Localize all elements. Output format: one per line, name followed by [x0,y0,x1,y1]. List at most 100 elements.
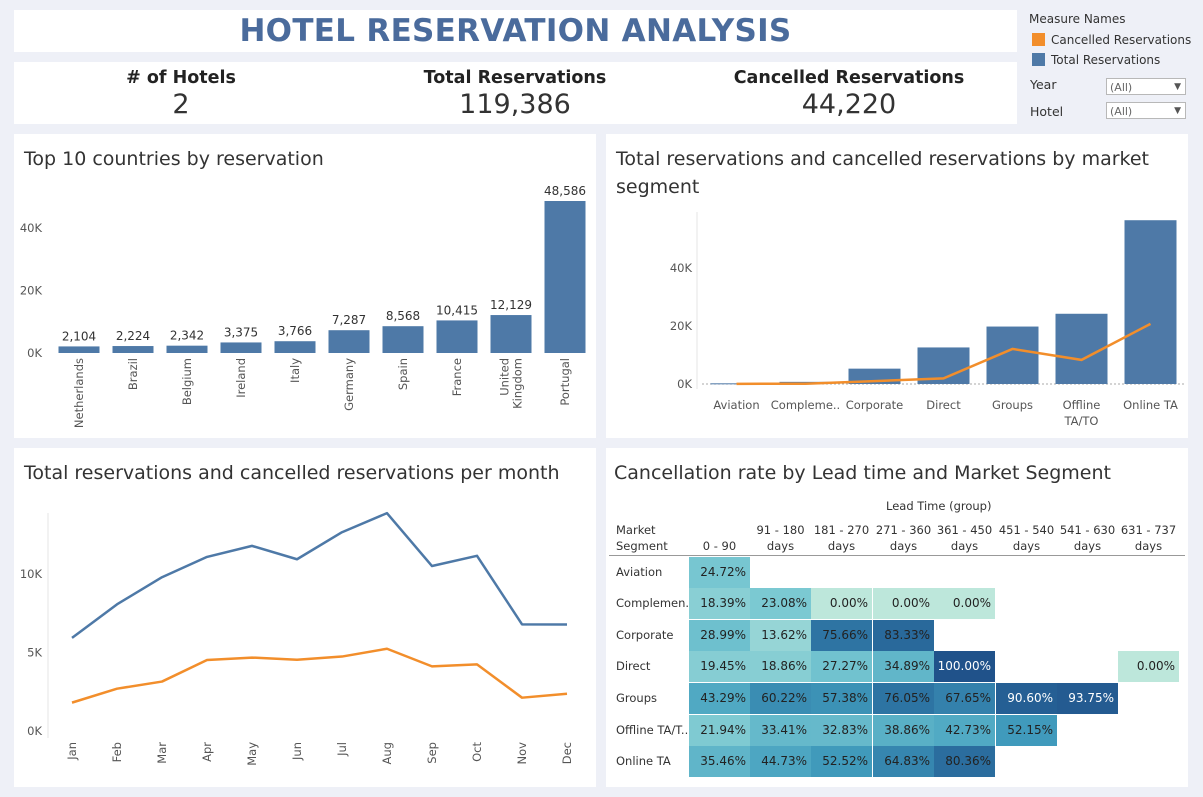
countries-chart-panel: Top 10 countries by reservation 0K 20K 40K… [14,134,596,438]
kpi-value: 119,386 [459,89,571,120]
bar [544,201,586,353]
heatmap-cell: 24.72% [689,557,750,588]
x-tick-label: Germany [342,358,356,411]
chevron-down-icon[interactable]: ▼ [1174,82,1181,92]
legend-and-filters: Measure Names Cancelled Reservations Tot… [1024,8,1194,124]
y-tick-label: 40K [670,261,693,275]
data-label: 3,375 [224,325,258,339]
heatmap-column-header-line: 631 - 737 [1120,523,1177,537]
data-label: 12,129 [490,298,532,312]
heatmap-cell: 90.60% [996,683,1057,714]
heatmap-cell: 27.27% [811,651,872,682]
x-tick-label: Oct [470,742,484,762]
kpi-value: 2 [172,89,190,120]
heatmap-cell: 0.00% [811,588,872,619]
kpi-total-reservations: Total Reservations 119,386 [385,66,645,120]
heatmap-cell: 0.00% [1118,651,1179,682]
bar [58,346,100,353]
x-tick-label: Offline [1063,398,1101,412]
heatmap-cell: 0.00% [934,588,995,619]
x-tick-label: Direct [926,398,961,412]
dashboard-title: HOTEL RESERVATION ANALYSIS [239,13,792,49]
data-label: 2,104 [62,329,96,343]
bar [166,345,208,353]
x-tick-label: Ireland [234,358,248,398]
heatmap-row-label: Direct [616,659,651,673]
heatmap-row-label: Corporate [616,628,674,642]
x-tick-label: Online TA [1123,398,1178,412]
legend-label: Cancelled Reservations [1051,33,1192,47]
y-tick-label: 10K [20,567,43,581]
legend-swatch-orange [1032,33,1045,46]
heatmap-column-header-line: 91 - 180 [756,523,805,537]
x-tick-label: Spain [396,358,410,390]
x-tick-label: Dec [560,742,574,764]
heatmap-cell: 52.52% [811,746,872,777]
bar [490,315,532,353]
heatmap-row-header-line: Market [616,523,656,537]
kpi-value: 44,220 [801,89,897,120]
data-label: 7,287 [332,313,366,327]
filter-year-select[interactable]: (All) ▼ [1106,78,1186,95]
heatmap-cell: 35.46% [689,746,750,777]
y-tick-label: 0K [27,724,42,738]
heatmap-column-header-line: 271 - 360 [875,523,932,537]
heatmap-cell: 52.15% [996,715,1057,746]
heatmap-cell: 60.22% [750,683,811,714]
legend-item-total[interactable]: Total Reservations [1032,52,1160,68]
heatmap-cell: 23.08% [750,588,811,619]
chevron-down-icon[interactable]: ▼ [1174,106,1181,116]
legend-item-cancelled[interactable]: Cancelled Reservations [1032,32,1191,48]
heatmap-column-header-line: days [1073,539,1102,553]
filter-year-value: (All) [1110,81,1133,94]
heatmap-column-header-line: days [950,539,979,553]
x-tick-label: Feb [110,742,124,762]
heatmap-column-header: 361 - 450 days [934,522,995,554]
x-tick-label: Portugal [558,358,572,406]
data-label: 3,766 [278,324,312,338]
filter-year-label: Year [1030,77,1057,92]
heatmap-column-header: 271 - 360 days [873,522,934,554]
heatmap-cell: 64.83% [873,746,934,777]
heatmap-column-header-line: 451 - 540 [998,523,1055,537]
x-tick-label: Jun [290,742,304,761]
kpi-cancelled-reservations: Cancelled Reservations 44,220 [719,66,979,120]
market-segment-chart-panel: Total reservations and cancelled reserva… [606,134,1188,438]
bar [220,342,262,353]
x-tick-label: Sep [425,742,439,764]
x-tick-label: Groups [992,398,1033,412]
heatmap-cell: 43.29% [689,683,750,714]
x-tick-label: Mar [155,742,169,764]
heatmap-cell: 67.65% [934,683,995,714]
heatmap-column-header-line: days [1134,539,1163,553]
bar [1124,220,1177,384]
y-tick-label: 20K [20,283,43,297]
heatmap-column-header: 181 - 270 days [811,522,872,554]
filter-hotel-select[interactable]: (All) ▼ [1106,102,1186,119]
heatmap-column-header: 631 - 737 days [1118,522,1179,554]
heatmap-cell: 93.75% [1057,683,1118,714]
countries-bar-chart: 0K 20K 40K 2,104 Netherlands 2,224 Brazil 2,342… [20,184,586,428]
heatmap-header-divider [609,555,1185,556]
heatmap-column-header-line: 361 - 450 [936,523,993,537]
heatmap-row-label: Offline TA/T.. [616,723,689,737]
heatmap-row-label: Complemen.. [616,596,691,610]
kpi-hotels: # of Hotels 2 [51,66,311,120]
heatmap-column-header-line: days [1012,539,1041,553]
heatmap-cell: 21.94% [689,715,750,746]
filter-hotel-value: (All) [1110,105,1133,118]
heatmap-cell: 18.39% [689,588,750,619]
x-tick-label: TA/TO [1064,414,1099,428]
heatmap-cell: 57.38% [811,683,872,714]
bar [274,341,316,353]
x-tick-label: Aviation [713,398,759,412]
x-tick-label: Apr [200,742,214,762]
bar [986,326,1039,384]
y-tick-label: 0K [27,346,42,360]
legend-swatch-blue [1032,53,1045,66]
x-tick-label: Aug [380,742,394,764]
data-label: 8,568 [386,309,420,323]
chart-title: Total reservations and cancelled reserva… [616,148,1149,198]
heatmap-column-header: 451 - 540 days [996,522,1057,554]
chart-title: Top 10 countries by reservation [24,148,324,170]
